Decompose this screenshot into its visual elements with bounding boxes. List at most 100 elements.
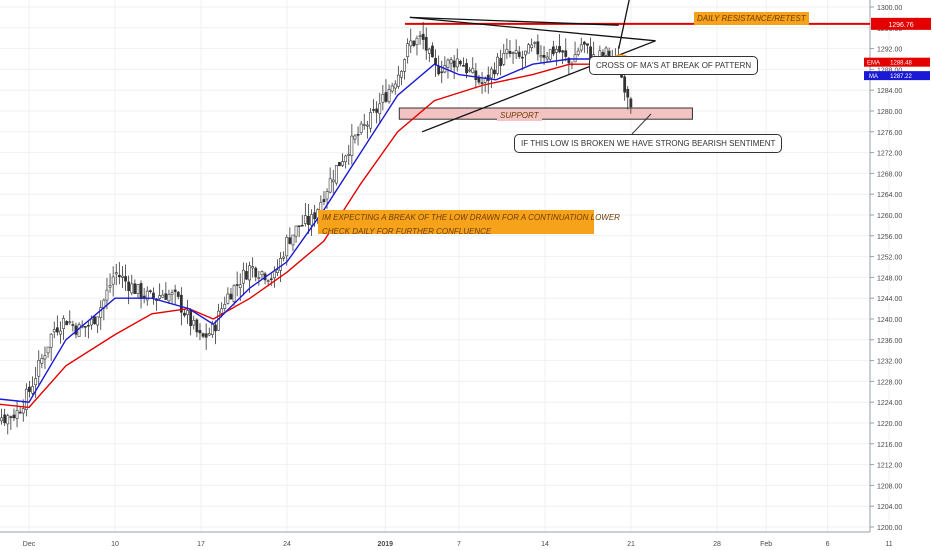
candle-body: [558, 46, 561, 53]
candle-body: [424, 36, 428, 51]
y-tick-label: 1276.00: [877, 130, 902, 137]
candle-body: [260, 271, 264, 276]
candle-body: [369, 112, 372, 129]
candle-body: [0, 417, 3, 422]
y-tick-label: 1232.00: [877, 359, 902, 366]
candle-body: [390, 85, 394, 92]
candle-body: [226, 293, 230, 304]
x-tick-label: 17: [197, 541, 205, 548]
candle-body: [437, 65, 441, 75]
candle-body: [294, 225, 298, 237]
candle-body: [145, 290, 149, 301]
candle-body: [412, 40, 416, 46]
candle-body: [40, 358, 44, 364]
candle-body: [282, 256, 286, 259]
candle-body: [582, 41, 586, 45]
x-tick-label: Feb: [760, 541, 772, 548]
candle-body: [152, 292, 155, 299]
candle-body: [21, 408, 25, 414]
candle-body: [313, 212, 317, 220]
candle-body: [65, 321, 69, 326]
candle-body: [545, 56, 549, 60]
candle-body: [623, 76, 627, 93]
candle-body: [133, 283, 137, 294]
y-tick-label: 1240.00: [877, 317, 902, 324]
support-note: SUPPORT: [497, 110, 542, 121]
x-tick-label: Dec: [23, 541, 36, 548]
y-tick-label: 1252.00: [877, 255, 902, 262]
candle-body: [189, 309, 193, 327]
candle-body: [24, 388, 28, 410]
candle-body: [229, 293, 233, 300]
candle-body: [164, 293, 168, 300]
candle-body: [186, 310, 189, 315]
candle-body: [480, 82, 484, 85]
triangle-upper-line: [409, 16, 656, 42]
candle-body: [108, 285, 112, 288]
candle-body: [127, 281, 131, 292]
candle-body: [542, 54, 546, 58]
candle-body: [297, 225, 301, 227]
candle-body: [511, 52, 515, 54]
ma-tag-value: 1287.22: [890, 74, 912, 80]
candle-body: [458, 60, 462, 65]
expectation-note: IM EXPECTING A BREAK OF THE LOW DRAWN FO…: [318, 210, 620, 236]
candle-body: [220, 308, 224, 314]
x-tick-label: 14: [541, 541, 549, 548]
candle-body: [356, 134, 360, 136]
candle-body: [517, 51, 521, 57]
candle-body: [307, 215, 310, 225]
candle-body: [334, 165, 338, 184]
candle-body: [12, 414, 16, 419]
candle-body: [300, 224, 304, 227]
candle-body: [452, 60, 456, 68]
candle-body: [551, 46, 555, 55]
candle-body: [68, 321, 72, 324]
candle-body: [629, 98, 633, 108]
candle-body: [393, 83, 397, 89]
x-tick-label: 28: [713, 541, 721, 548]
candle-body: [111, 276, 115, 285]
candle-body: [434, 58, 437, 65]
candle-body: [496, 56, 499, 74]
candle-body: [3, 414, 7, 424]
candle-body: [579, 44, 583, 51]
candle-body: [223, 303, 227, 309]
candle-body: [421, 33, 425, 40]
candle-body: [353, 135, 357, 140]
candle-body: [338, 162, 341, 167]
candle-body: [18, 411, 22, 414]
y-tick-label: 1300.00: [877, 5, 902, 12]
candle-body: [359, 123, 363, 133]
candle-body: [6, 415, 10, 425]
ema-line: [0, 63, 632, 409]
candle-body: [161, 294, 165, 298]
candle-body: [207, 333, 211, 336]
expectation-line-2: CHECK DAILY FOR FURTHER CONFLUENCE: [322, 227, 492, 236]
candle-body: [276, 269, 279, 274]
candle-body: [626, 88, 630, 98]
candle-body: [576, 50, 580, 55]
candle-body: [201, 333, 205, 337]
y-tick-label: 1208.00: [877, 483, 902, 490]
candle-body: [406, 43, 410, 58]
x-tick-label: 7: [457, 541, 461, 548]
y-tick-label: 1216.00: [877, 442, 902, 449]
candle-body: [114, 272, 118, 275]
candle-body: [440, 71, 444, 74]
candle-body: [77, 324, 81, 337]
candle-body: [179, 294, 183, 313]
x-tick-label: 21: [627, 541, 635, 548]
candle-body: [328, 178, 332, 193]
candle-body: [344, 155, 348, 163]
y-tick-label: 1212.00: [877, 463, 902, 470]
candle-body: [83, 325, 87, 328]
candle-body: [502, 52, 506, 65]
candle-body: [530, 44, 534, 48]
candle-body: [210, 323, 214, 335]
breakout-line: [618, 0, 630, 49]
candle-body: [378, 103, 382, 115]
candle-body: [524, 50, 527, 56]
